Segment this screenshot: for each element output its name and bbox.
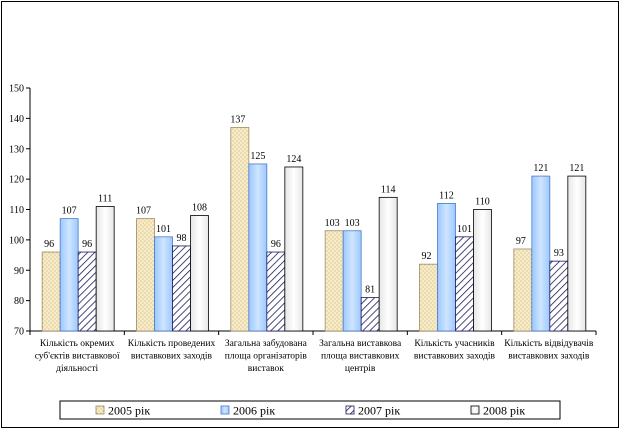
category-label: центрів	[345, 364, 376, 374]
bar-2-1	[59, 218, 79, 332]
data-label: 112	[439, 190, 454, 201]
category-label: діяльності	[56, 364, 98, 374]
bar-4-5	[473, 209, 492, 332]
bar-2-3	[248, 163, 268, 332]
legend-label-3: 2007 рік	[358, 404, 400, 418]
data-label: 96	[82, 239, 92, 250]
legend-box	[59, 400, 561, 420]
bar-4-2	[190, 215, 209, 332]
data-label: 121	[569, 163, 584, 174]
bar-3-1	[77, 251, 97, 332]
category-label: виставок	[248, 364, 284, 374]
data-label: 125	[250, 151, 265, 162]
data-label: 81	[365, 285, 375, 296]
legend-swatch-1	[95, 405, 105, 415]
bar-3-3	[266, 251, 286, 332]
legend-label-2: 2006 рік	[233, 404, 275, 418]
data-label: 110	[475, 197, 490, 208]
data-label: 97	[516, 236, 526, 247]
y-tick-label: 100	[9, 235, 24, 246]
data-label: 101	[457, 224, 472, 235]
category-label: Кількість учасників	[414, 339, 495, 349]
axis-layer: 70 80 90 100 110 120 130 140 150	[9, 84, 597, 338]
bar-3-6	[549, 260, 569, 332]
category-label: Кількість окремих	[40, 339, 115, 349]
bar-3-5	[455, 236, 474, 332]
data-label: 111	[98, 193, 112, 204]
y-tick-label: 150	[9, 84, 24, 95]
bar-3-2	[172, 245, 191, 332]
y-tick-label: 110	[9, 205, 24, 216]
y-tick-label: 120	[9, 175, 24, 186]
bar-1-6	[513, 248, 533, 332]
bar-layer	[41, 127, 587, 332]
label-layer: 96 107 96 111 Кількість окремих суб'єктів вис…	[35, 114, 594, 374]
data-label: 103	[345, 218, 360, 229]
bar-1-4	[324, 230, 344, 332]
bar-4-4	[378, 196, 398, 332]
data-label: 92	[422, 251, 432, 262]
category-label: виставкових заходів	[414, 352, 496, 362]
bar-1-5	[419, 263, 438, 332]
category-label: виставкових заходів	[131, 352, 213, 362]
bar-2-5	[437, 203, 456, 332]
bar-3-4	[360, 297, 380, 332]
bar-2-6	[531, 175, 551, 332]
y-tick-label: 90	[14, 266, 24, 277]
legend-swatch-3	[345, 405, 355, 415]
category-label: площа організаторів	[225, 352, 308, 362]
category-label: виставкових заходів	[508, 352, 590, 362]
data-label: 98	[177, 233, 187, 244]
data-label: 107	[62, 206, 77, 217]
data-label: 93	[554, 248, 564, 259]
data-label: 96	[44, 239, 54, 250]
bar-1-1	[41, 251, 61, 332]
category-label: площа виставкових	[321, 352, 400, 362]
data-label: 124	[286, 154, 301, 165]
y-tick-label: 130	[9, 144, 24, 155]
bar-2-2	[154, 236, 173, 332]
category-label: Кількість відвідувачів	[504, 339, 594, 349]
data-label: 137	[230, 114, 245, 125]
bar-4-6	[567, 175, 587, 332]
y-tick-label: 80	[14, 296, 24, 307]
bar-1-3	[230, 127, 250, 332]
data-label: 108	[192, 203, 207, 214]
legend-label-1: 2005 рік	[108, 404, 150, 418]
data-label: 103	[325, 218, 340, 229]
y-tick-label: 70	[14, 327, 24, 338]
legend-swatch-4	[470, 405, 480, 415]
legend-label-4: 2008 рік	[483, 404, 525, 418]
category-label: Загальна забудована	[225, 338, 308, 349]
data-label: 101	[156, 224, 171, 235]
data-label: 114	[381, 184, 396, 195]
data-label: 107	[136, 206, 151, 217]
category-label: Загальна виставкова	[319, 339, 402, 349]
bar-4-1	[95, 206, 115, 332]
bar-4-3	[284, 166, 304, 332]
data-label: 121	[533, 163, 548, 174]
category-label: Кількість проведених	[128, 339, 216, 349]
bar-2-4	[342, 230, 362, 332]
legend: 2005 рік 2006 рік 2007 рік 2008 рік	[59, 400, 561, 420]
y-tick-label: 140	[9, 114, 24, 125]
legend-swatch-2	[220, 405, 230, 415]
bar-1-2	[136, 218, 155, 332]
data-label: 96	[271, 239, 281, 250]
category-label: суб'єктів виставкової	[35, 351, 120, 362]
